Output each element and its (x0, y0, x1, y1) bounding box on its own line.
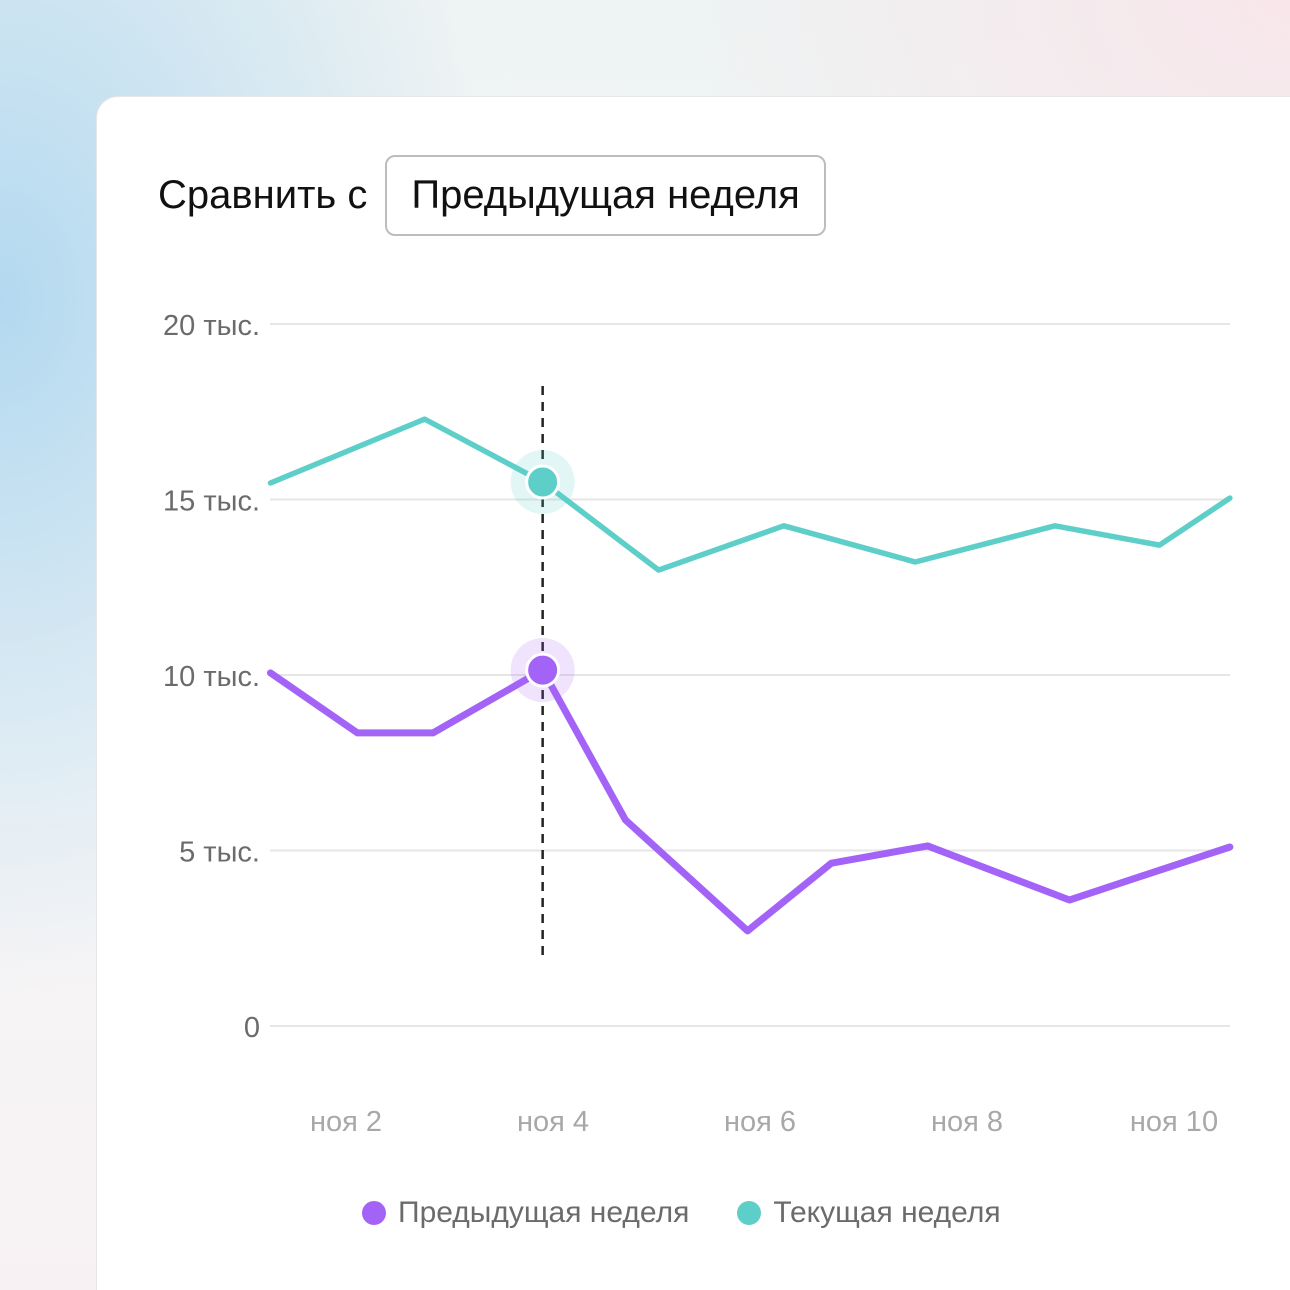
hover-marker (525, 652, 561, 688)
y-tick-label: 15 тыс. (163, 486, 260, 518)
legend-label-current: Текущая неделя (773, 1196, 1001, 1229)
series-line-current (267, 416, 1233, 573)
legend-item-previous[interactable]: Предыдущая неделя (362, 1196, 689, 1230)
legend-dot-current (737, 1201, 762, 1225)
x-tick-label: ноя 6 (724, 1106, 796, 1138)
legend: Предыдущая неделя Текущая неделя (362, 1196, 1001, 1230)
y-tick-label: 10 тыс. (163, 661, 260, 693)
legend-item-current[interactable]: Текущая неделя (737, 1196, 1001, 1230)
compare-period-select[interactable]: Предыдущая неделя (385, 155, 826, 236)
legend-dot-previous (362, 1201, 386, 1225)
hover-marker (525, 464, 561, 500)
y-tick-label: 0 (244, 1012, 260, 1044)
x-tick-label: ноя 10 (1130, 1106, 1218, 1138)
series-line-previous (266, 666, 1234, 935)
x-tick-label: ноя 4 (517, 1106, 589, 1138)
y-tick-label: 5 тыс. (179, 837, 260, 869)
compare-control: Сравнить с Предыдущая неделя (158, 155, 826, 236)
legend-label-previous: Предыдущая неделя (398, 1196, 690, 1229)
compare-label: Сравнить с (158, 173, 368, 217)
x-tick-label: ноя 8 (931, 1106, 1003, 1138)
y-tick-label: 20 тыс. (163, 310, 260, 342)
x-tick-label: ноя 2 (310, 1106, 382, 1138)
